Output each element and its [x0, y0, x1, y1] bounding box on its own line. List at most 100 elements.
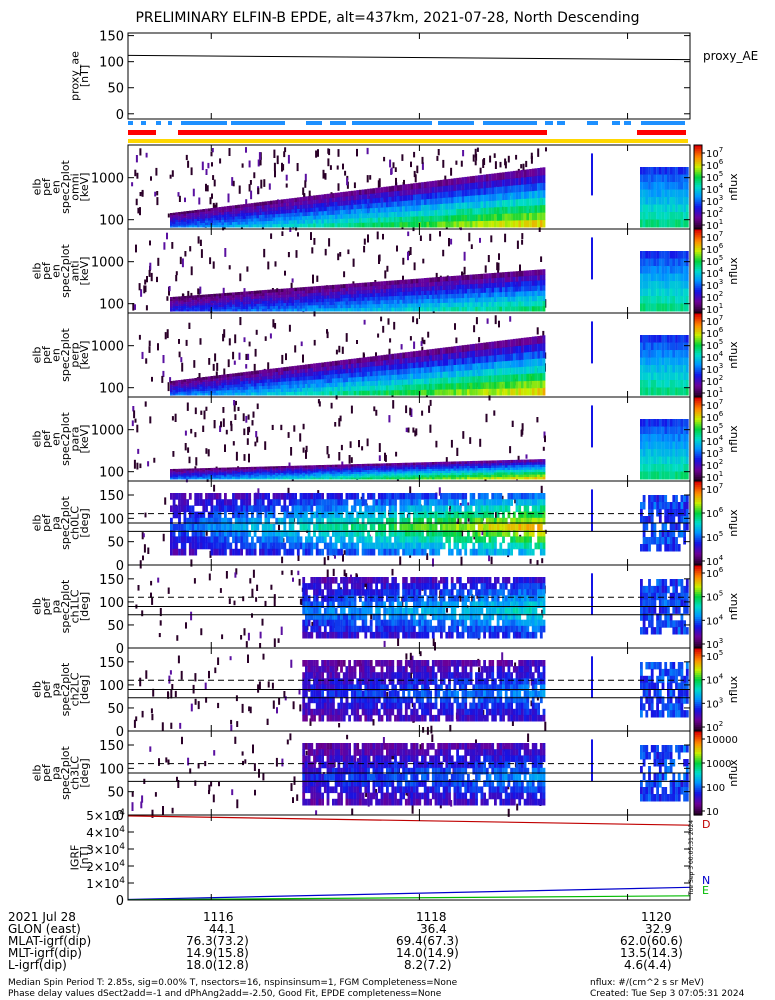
heatmap-cell	[310, 207, 314, 212]
heatmap-cell	[421, 294, 424, 300]
heatmap-cell	[280, 216, 284, 221]
heatmap-cell	[272, 292, 276, 296]
heatmap-cell	[237, 306, 241, 310]
heatmap-cell	[361, 296, 365, 301]
heatmap-cell	[380, 365, 384, 371]
heatmap-cell	[421, 182, 424, 189]
heatmap-cell	[507, 296, 511, 302]
heatmap-cell	[232, 471, 235, 474]
heatmap-cell	[218, 212, 222, 215]
heatmap-cell	[675, 182, 678, 190]
heatmap-cell	[350, 307, 354, 312]
y-axis-label: perp	[68, 342, 81, 367]
heatmap-cell	[261, 376, 265, 380]
heatmap-cell	[461, 345, 465, 352]
heatmap-cell	[207, 308, 211, 312]
heatmap-cell	[650, 365, 654, 373]
heatmap-cell	[232, 294, 235, 298]
heatmap-cell	[412, 316, 415, 323]
heatmap-cell	[218, 380, 222, 383]
heatmap-cell	[683, 204, 686, 213]
heatmap-cell	[199, 386, 203, 389]
heatmap-cell	[326, 288, 330, 293]
heatmap-cell	[680, 197, 684, 205]
heatmap-cell	[272, 385, 276, 389]
heatmap-cell	[207, 302, 211, 306]
heatmap-cell	[302, 200, 306, 205]
heatmap-cell	[197, 214, 200, 217]
heatmap-cell	[437, 281, 441, 286]
heatmap-cell	[342, 163, 344, 170]
heatmap-cell	[512, 206, 516, 214]
heatmap-cell	[461, 189, 465, 197]
heatmap-cell	[315, 307, 319, 312]
heatmap-cell	[207, 449, 210, 457]
heatmap-cell	[383, 307, 387, 312]
heatmap-cell	[280, 206, 284, 211]
heatmap-cell	[188, 216, 192, 220]
heatmap-cell	[464, 189, 468, 197]
heatmap-cell	[180, 305, 184, 308]
heatmap-cell	[191, 214, 195, 218]
heatmap-cell	[205, 376, 208, 380]
heatmap-cell	[407, 384, 411, 391]
heatmap-cell	[321, 298, 324, 303]
heatmap-cell	[237, 467, 241, 470]
heatmap-cell	[356, 297, 360, 301]
heatmap-cell	[680, 288, 684, 297]
heatmap-cell	[448, 178, 451, 186]
heatmap-cell	[380, 370, 384, 376]
heatmap-cell	[454, 323, 456, 330]
heatmap-cell	[261, 208, 265, 212]
heatmap-cell	[534, 269, 538, 276]
heatmap-cell	[415, 216, 419, 222]
heatmap-cell	[498, 320, 500, 328]
heatmap-cell	[234, 386, 238, 390]
heatmap-cell	[278, 381, 281, 386]
heatmap-cell	[388, 379, 392, 386]
heatmap-cell	[542, 446, 545, 451]
heatmap-cell	[677, 266, 681, 274]
heatmap-cell	[423, 389, 427, 396]
heatmap-cell	[437, 294, 441, 299]
heatmap-cell	[186, 301, 189, 304]
heatmap-cell	[537, 197, 540, 206]
heatmap-cell	[683, 258, 686, 267]
heatmap-cell	[172, 309, 176, 312]
heatmap-cell	[340, 444, 343, 451]
heatmap-cell	[269, 200, 273, 205]
heatmap-cell	[175, 471, 179, 474]
heatmap-cell	[456, 184, 459, 191]
heatmap-cell	[189, 246, 192, 252]
heatmap-cell	[253, 211, 257, 216]
heatmap-cell	[539, 300, 543, 307]
heatmap-cell	[475, 188, 478, 196]
heatmap-cell	[664, 288, 668, 297]
heatmap-cell	[224, 293, 227, 296]
heatmap-cell	[172, 391, 176, 394]
heatmap-cell	[410, 291, 414, 296]
heatmap-cell	[423, 278, 427, 283]
heatmap-cell	[440, 371, 443, 378]
heatmap-cell	[650, 219, 654, 228]
heatmap-cell	[415, 199, 419, 206]
heatmap-cell	[251, 206, 254, 210]
heatmap-cell	[413, 188, 416, 195]
heatmap-cell	[144, 401, 147, 407]
heatmap-cell	[307, 371, 311, 377]
heatmap-cell	[202, 211, 206, 214]
heatmap-cell	[510, 185, 513, 193]
heatmap-cell	[132, 406, 135, 412]
heatmap-cell	[342, 196, 346, 202]
heatmap-cell	[307, 223, 311, 228]
heatmap-cell	[296, 380, 300, 385]
heatmap-cell	[488, 207, 492, 215]
heatmap-cell	[228, 338, 231, 346]
heatmap-cell	[175, 212, 179, 215]
heatmap-cell	[526, 280, 530, 287]
heatmap-cell	[669, 296, 673, 304]
heatmap-cell	[675, 258, 678, 267]
heatmap-cell	[488, 282, 492, 288]
y-tick-label: 100	[99, 382, 124, 397]
heatmap-cell	[450, 190, 454, 198]
